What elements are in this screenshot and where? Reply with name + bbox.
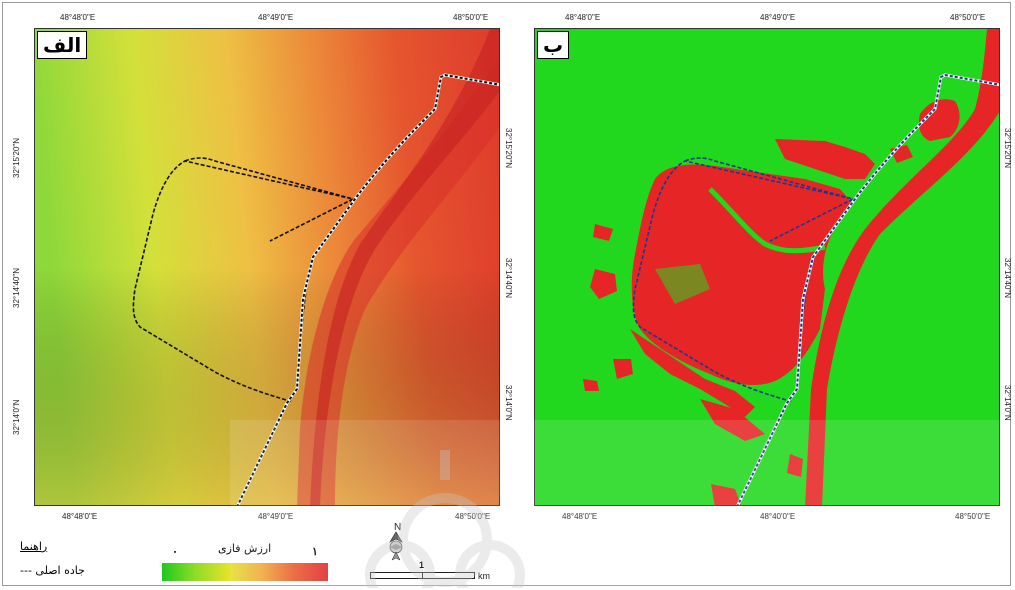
x-bottom-tick-b-3: 48°50'0"E [955,512,991,521]
panel-label-b: ب [537,31,570,59]
y-tick-b-r-3: 32°14'0"N [1003,385,1012,421]
x-bottom-tick-a-2: 48°49'0"E [258,512,294,521]
y-tick-a-2: 32°14'40"N [12,267,21,308]
y-tick-b-r-1: 32°15'20"N [1003,128,1012,169]
x-top-tick-b-3: 48°50'0"E [950,13,986,22]
color-ramp-max: ۱ [312,546,318,558]
x-bottom-tick-a-1: 48°48'0"E [62,512,98,521]
y-tick-a-3: 32°14'0"N [12,399,21,435]
north-label: N [394,522,401,533]
x-top-tick-b-1: 48°48'0"E [565,13,601,22]
map-panel-fuzzy: الف [34,28,500,506]
legend-road-entry: جاده اصلی --- [20,564,85,577]
y-tick-b-r-2: 32°14'40"N [1003,258,1012,299]
x-bottom-tick-b-2: 48°40'0"E [760,512,796,521]
scale-bar [370,572,475,579]
color-ramp-label: ارزش فازی [218,542,272,555]
x-bottom-tick-a-3: 48°50'0"E [455,512,491,521]
legend-title: راهنما [20,540,48,553]
x-top-tick-a-2: 48°49'0"E [258,13,294,22]
binary-raster [535,29,999,505]
color-ramp-min: ۰ [172,546,178,558]
y-tick-a-r-2: 32°14'40"N [504,258,513,299]
north-arrow-icon: N [389,522,403,561]
y-tick-a-1: 32°15'20"N [12,137,21,178]
x-bottom-tick-b-1: 48°48'0"E [562,512,598,521]
x-top-tick-b-2: 48°49'0"E [760,13,796,22]
scale-value: 1 [419,560,425,570]
fuzzy-raster [35,29,499,505]
panel-label-a: الف [37,31,88,59]
y-tick-a-r-1: 32°15'20"N [504,128,513,169]
x-top-tick-a-3: 48°50'0"E [453,13,489,22]
y-tick-a-r-3: 32°14'0"N [504,385,513,421]
x-top-tick-a-1: 48°48'0"E [60,13,96,22]
map-panel-binary: ب [534,28,1000,506]
fuzzy-color-ramp [162,563,328,581]
scale-unit: km [478,571,490,581]
